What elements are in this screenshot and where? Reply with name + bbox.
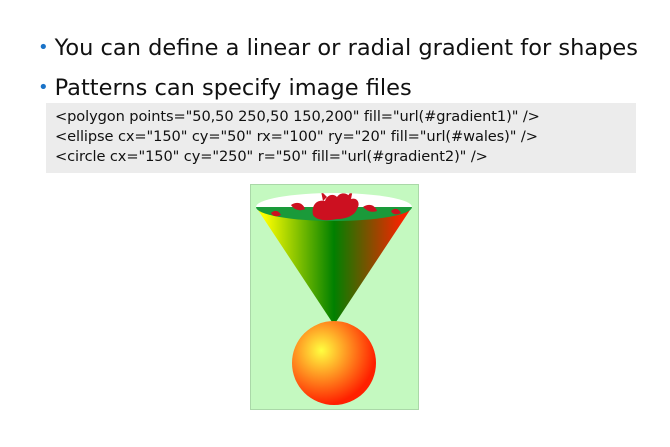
cone-triangle-icon <box>256 207 412 325</box>
code-line-ellipse: <ellipse cx="150" cy="50" rx="100" ry="2… <box>55 128 538 145</box>
bullet-item-gradients: • You can define a linear or radial grad… <box>38 28 638 68</box>
code-sample-box: <polygon points="50,50 250,50 150,200" f… <box>46 103 636 173</box>
bullet-list: • You can define a linear or radial grad… <box>38 28 638 108</box>
svg-demo-canvas <box>250 184 419 410</box>
gradient-demo-svg <box>256 193 412 405</box>
bullet-text: Patterns can specify image files <box>54 75 412 101</box>
bullet-dot-icon: • <box>38 37 49 58</box>
code-line-circle: <circle cx="150" cy="250" r="50" fill="u… <box>55 148 488 165</box>
code-line-polygon: <polygon points="50,50 250,50 150,200" f… <box>55 108 540 125</box>
bullet-dot-icon: • <box>38 77 49 98</box>
bullet-text: You can define a linear or radial gradie… <box>54 35 638 61</box>
welsh-flag-ellipse-icon <box>256 193 412 221</box>
bullet-item-patterns: • Patterns can specify image files <box>38 68 638 108</box>
radial-gradient-circle-icon <box>292 321 376 405</box>
